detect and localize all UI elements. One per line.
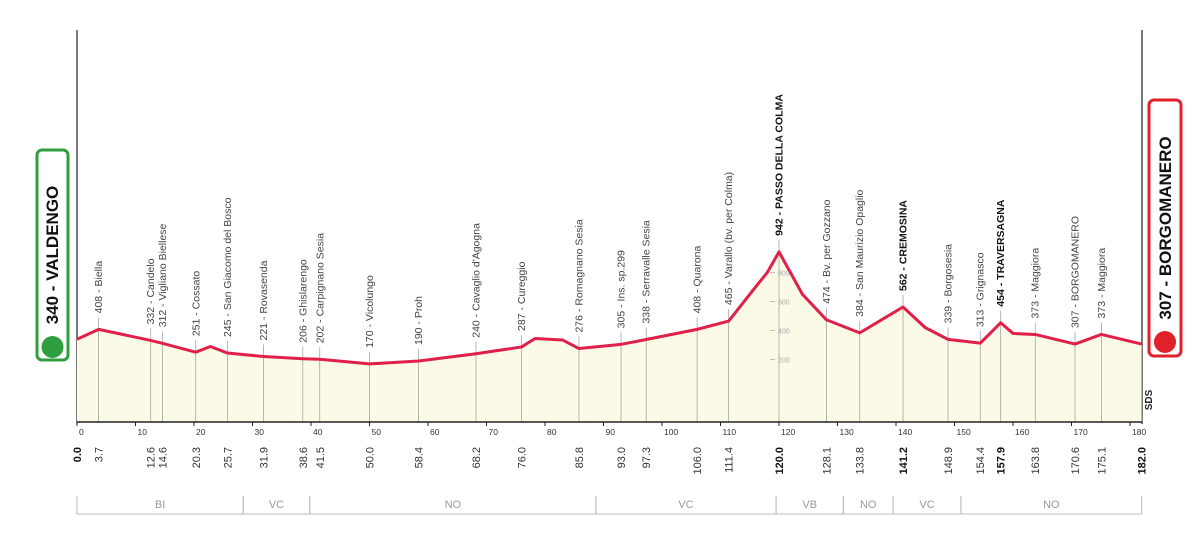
waypoint-km: 106.0 bbox=[692, 447, 704, 475]
x-tick-label: 80 bbox=[547, 427, 557, 437]
finish-km: 182.0 bbox=[1137, 447, 1149, 475]
waypoint-label: 373 - Maggiora bbox=[1096, 248, 1108, 319]
waypoint-label: 408 - Biella bbox=[93, 261, 105, 314]
waypoint-km: 154.4 bbox=[975, 447, 987, 475]
x-tick-label: 40 bbox=[313, 427, 323, 437]
x-tick-label: 50 bbox=[372, 427, 382, 437]
waypoint-label: 206 - Ghislarengo bbox=[297, 259, 309, 343]
waypoint-km: 25.7 bbox=[222, 447, 234, 468]
x-tick-label: 90 bbox=[606, 427, 616, 437]
profile-area bbox=[77, 251, 1142, 422]
x-tick-label: 10 bbox=[138, 427, 148, 437]
x-tick-label: 0 bbox=[79, 427, 84, 437]
waypoint-km: 120.0 bbox=[774, 447, 786, 475]
x-tick-label: 150 bbox=[957, 427, 971, 437]
x-tick-label: 160 bbox=[1015, 427, 1029, 437]
waypoint-label: 474 - Bv. per Gozzano bbox=[821, 199, 833, 303]
waypoint-label: 384 - San Maurizio Opaglio bbox=[854, 189, 866, 316]
waypoint-km: 3.7 bbox=[94, 447, 106, 462]
waypoint-label: 202 - Carpignano Sesia bbox=[314, 233, 326, 343]
waypoint-label: 454 - TRAVERSAGNA bbox=[995, 199, 1007, 307]
finish-icon bbox=[1154, 331, 1176, 353]
waypoint-label: 465 - Varallo (bv. per Colma) bbox=[723, 172, 735, 305]
x-tick-label: 70 bbox=[489, 427, 499, 437]
waypoint-label: 251 - Cossato bbox=[190, 271, 202, 337]
region-label: BI bbox=[155, 499, 165, 511]
waypoint-km: 68.2 bbox=[471, 447, 483, 468]
waypoint-km: 133.8 bbox=[855, 447, 867, 475]
y-tick-label: 200 bbox=[778, 358, 790, 365]
start-icon bbox=[41, 336, 64, 358]
start-km: 0.0 bbox=[72, 447, 84, 462]
waypoint-km: 170.6 bbox=[1070, 447, 1082, 475]
start-box bbox=[35, 148, 70, 362]
waypoint-label: 562 - CREMOSINA bbox=[898, 200, 910, 291]
region-label: NO bbox=[445, 499, 462, 511]
x-tick-label: 180 bbox=[1132, 427, 1146, 437]
waypoint-km: 76.0 bbox=[517, 447, 529, 468]
y-tick-label: 800 bbox=[778, 270, 790, 277]
y-tick-label: 600 bbox=[778, 299, 790, 306]
region-label: VC bbox=[919, 499, 934, 511]
x-tick-label: 110 bbox=[723, 427, 737, 437]
region-label: VB bbox=[802, 499, 817, 511]
start-label: 340 - VALDENGO bbox=[43, 186, 62, 325]
finish-box bbox=[1147, 98, 1183, 358]
waypoint-label: 170 - Vicolungo bbox=[364, 275, 376, 348]
x-tick-label: 60 bbox=[430, 427, 440, 437]
waypoint-km: 157.9 bbox=[996, 447, 1008, 475]
waypoint-km: 175.1 bbox=[1096, 447, 1108, 475]
waypoint-km: 58.4 bbox=[414, 447, 426, 468]
waypoint-km: 14.6 bbox=[157, 447, 169, 468]
region-label: NO bbox=[1043, 499, 1060, 511]
waypoint-label: 408 - Quarona bbox=[692, 245, 704, 313]
waypoint-label: 190 - Proh bbox=[413, 296, 425, 345]
waypoint-label: 313 - Grignasco bbox=[975, 252, 987, 327]
finish-label: 307 - BORGOMANERO bbox=[1156, 136, 1175, 319]
waypoint-label: 312 - Vigliano Biellese bbox=[157, 223, 169, 327]
waypoint-km: 41.5 bbox=[315, 447, 327, 468]
region-label: NO bbox=[860, 499, 877, 511]
credit: SDS bbox=[1144, 389, 1155, 410]
waypoint-label: 338 - Serravalle Sesia bbox=[641, 220, 653, 323]
waypoint-label: 221 - Rovasenda bbox=[258, 260, 270, 340]
waypoint-label: 240 - Cavaglio d'Agogna bbox=[470, 223, 482, 338]
y-tick-label: 400 bbox=[778, 329, 790, 336]
waypoint-km: 38.6 bbox=[298, 447, 310, 468]
region-bracket bbox=[960, 496, 1143, 515]
waypoint-km: 163.8 bbox=[1030, 447, 1042, 475]
waypoint-label: 307 - BORGOMANERO bbox=[1070, 216, 1082, 328]
waypoint-km: 111.4 bbox=[724, 447, 736, 473]
waypoint-km: 141.2 bbox=[898, 447, 910, 475]
waypoint-km: 12.6 bbox=[146, 447, 158, 468]
waypoint-km: 148.9 bbox=[943, 447, 955, 475]
x-tick-label: 140 bbox=[898, 427, 912, 437]
waypoint-km: 20.3 bbox=[191, 447, 203, 468]
waypoint-km: 85.8 bbox=[574, 447, 586, 468]
x-tick-label: 30 bbox=[255, 427, 265, 437]
region-label: VC bbox=[269, 499, 284, 511]
waypoint-km: 50.0 bbox=[365, 447, 377, 468]
waypoint-label: 276 - Romagnano Sesia bbox=[573, 219, 585, 332]
x-tick-label: 170 bbox=[1074, 427, 1088, 437]
waypoint-label: 245 - San Giacomo del Bosco bbox=[222, 197, 234, 337]
waypoint-km: 93.0 bbox=[616, 447, 628, 468]
waypoint-km: 128.1 bbox=[821, 447, 833, 475]
waypoint-km: 97.3 bbox=[641, 447, 653, 468]
x-tick-label: 20 bbox=[196, 427, 206, 437]
waypoint-label: 373 - Maggiora bbox=[1030, 248, 1042, 319]
waypoint-label: 339 - Borgosesia bbox=[943, 244, 955, 324]
waypoint-label: 305 - Ins. sp.299 bbox=[616, 250, 628, 328]
waypoint-label: 332 - Candelo bbox=[145, 258, 157, 324]
waypoint-label: 287 - Cureggio bbox=[516, 261, 528, 331]
waypoint-label: 942 - PASSO DELLA COLMA bbox=[774, 94, 786, 236]
x-tick-label: 130 bbox=[840, 427, 854, 437]
x-tick-label: 120 bbox=[781, 427, 795, 437]
profile-line bbox=[76, 250, 1143, 366]
waypoint-km: 31.9 bbox=[259, 447, 271, 468]
x-tick-label: 100 bbox=[664, 427, 678, 437]
region-label: VC bbox=[678, 499, 693, 511]
